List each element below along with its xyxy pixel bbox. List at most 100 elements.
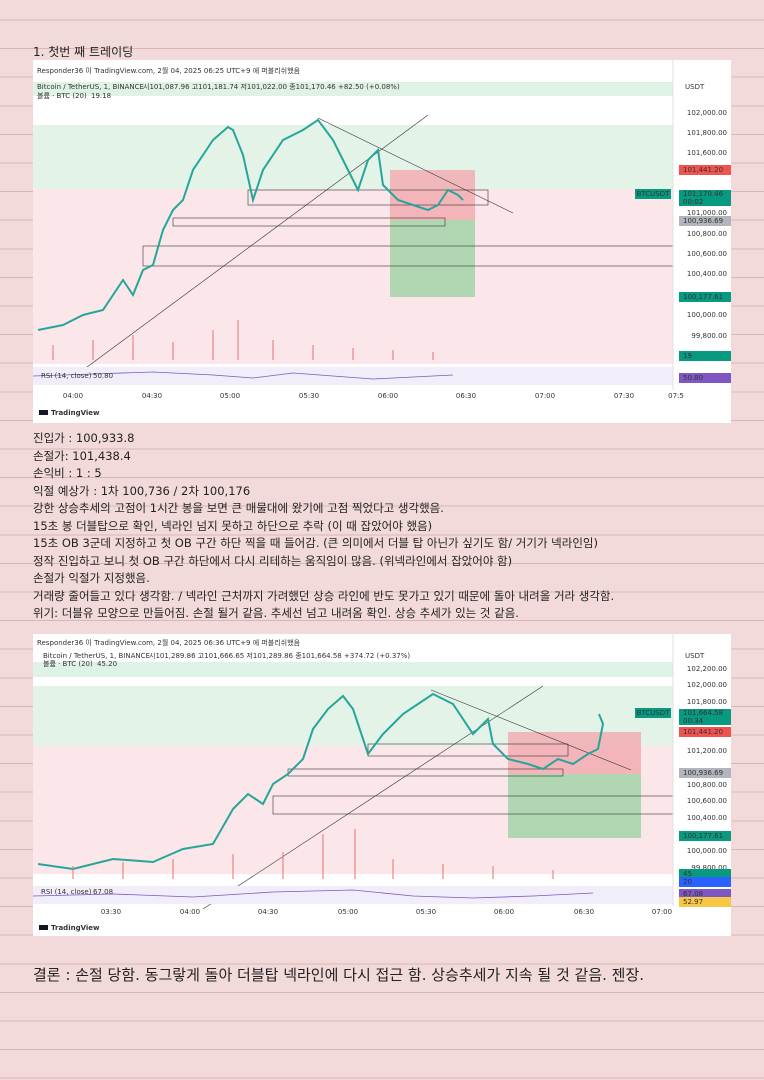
ob-box [172, 217, 446, 227]
price-tag-bg [679, 768, 731, 778]
price-tag: 52.97 [683, 898, 703, 906]
price-tag: 100,936.69 [683, 769, 723, 777]
price-label: 99,800.00 [691, 864, 727, 872]
time-label: 03:30 [101, 908, 121, 916]
note-line: 손절가 익절가 지정했음. [33, 571, 150, 585]
price-tag: 101,441.20 [683, 728, 723, 736]
note-line: 정작 진입하고 보니 첫 OB 구간 하단에서 다시 리테하는 움직임이 많음.… [33, 553, 513, 568]
rsi-line [33, 889, 594, 899]
attribution: Responder36 이 TradingView.com, 2월 04, 20… [37, 66, 301, 75]
price-tag-bg [679, 373, 731, 383]
price-tag-bg [679, 709, 731, 717]
price-label: 101,200.00 [687, 747, 727, 755]
volume-bars [52, 320, 434, 360]
price-tag: 100,177.61 [683, 832, 723, 840]
price-tag-bg [679, 889, 731, 899]
price-label: 101,000.00 [687, 209, 727, 217]
time-label: 05:30 [416, 908, 436, 916]
price-tag-bg [679, 727, 731, 737]
ob-box [287, 768, 564, 777]
price-tag-bg [679, 351, 731, 361]
price-label: 100,400.00 [687, 270, 727, 278]
trend-line [202, 685, 544, 910]
chart-image: Responder36 이 TradingView.com, 2월 04, 20… [33, 60, 731, 423]
notes: 진입가 : 100,933.8 손절가: 101,438.4 손익비 : 1 : 5… [33, 430, 614, 623]
price-tag: 67.08 [683, 890, 703, 898]
time-label: 07:5 [668, 392, 684, 400]
trend-line [430, 689, 632, 771]
time-label: 07:00 [535, 392, 555, 400]
currency: USDT [685, 83, 705, 91]
time-label: 04:30 [142, 392, 162, 400]
chart-image: Responder36 이 TradingView.com, 2월 04, 20… [33, 634, 731, 936]
price-tag-bg [679, 717, 731, 725]
title: 1. 첫번 째 트레이딩 [33, 45, 134, 59]
note-line: 강한 상승추세의 고점이 1시간 봉을 보면 큰 매물대에 왔기에 고점 찍었다… [33, 501, 444, 515]
time-axis: 03:30 04:00 04:30 05:00 05:30 06:00 06:30 07:00 [101, 908, 672, 916]
price-label: 100,600.00 [687, 797, 727, 805]
price-tag: 100,936.69 [683, 217, 723, 225]
time-label: 05:00 [338, 908, 358, 916]
price-path [37, 118, 464, 331]
volume-label: 볼륨 · BTC (20) [37, 91, 87, 100]
price-label: 102,000.00 [687, 681, 727, 689]
rsi-value: 67.08 [93, 888, 113, 896]
time-label: 04:00 [180, 908, 200, 916]
rsi-line [33, 371, 454, 380]
time-label: 07:00 [652, 908, 672, 916]
price-tag-bg [679, 216, 731, 226]
chart-svg: Responder36 이 TradingView.com, 2월 04, 20… [33, 60, 731, 417]
time-label: 04:30 [258, 908, 278, 916]
price-label: 100,000.00 [687, 847, 727, 855]
price-tag-bg [679, 897, 731, 907]
volume-label: 볼륨 · BTC (20) [43, 659, 93, 668]
price-tag-bg [679, 190, 731, 198]
brand-logo [39, 410, 48, 415]
price-tag: 100,177.61 [683, 293, 723, 301]
ohlc: 시101,087.96 고101,181.74 저101,022.00 종101… [143, 82, 400, 91]
price-label: 100,400.00 [687, 814, 727, 822]
time-label: 07:30 [614, 392, 634, 400]
note-line: 거래량 줄어들고 있다 생각함. / 넥라인 근처까지 가려했던 상승 라인에 … [33, 588, 615, 603]
rsi-value: 50.80 [93, 372, 113, 380]
price-tag: 45 [683, 870, 692, 878]
price-label: 101,800.00 [687, 698, 727, 706]
time-label: 06:00 [378, 392, 398, 400]
price-axis: 102,000.00 101,800.00 101,600.00 101,000.00… [687, 109, 727, 340]
rsi-label: RSI (14, close) [41, 372, 92, 380]
attribution: Responder36 이 TradingView.com, 2월 04, 20… [37, 638, 301, 647]
symbol-tag: BTCUSDT [637, 190, 671, 198]
price-label: 102,000.00 [687, 109, 727, 117]
stop-box [508, 732, 641, 774]
note-line: 위기: 더블유 모양으로 만들어짐. 손절 될거 같음. 추세선 넘고 내려옴 … [33, 606, 519, 620]
price-tag-bg [679, 831, 731, 841]
price-axis: 102,200.00 102,000.00 101,800.00 101,200.00… [687, 665, 727, 872]
price-tag: 00:34 [683, 717, 704, 725]
price-tag: 101,441.20 [683, 166, 723, 174]
rsi-pane [33, 367, 673, 385]
zone [33, 82, 673, 96]
volume-value: 19.18 [91, 92, 111, 100]
volume-value: 45.20 [97, 660, 117, 668]
symbol-tag-bg [635, 708, 671, 718]
brand: TradingView [51, 924, 100, 932]
brand: TradingView [51, 409, 100, 417]
trend-line [317, 117, 514, 214]
note-line: 15초 OB 3군데 지정하고 첫 OB 구간 하단 찍을 때 들어감. (큰 … [33, 536, 598, 550]
price-label: 102,200.00 [687, 665, 727, 673]
target-box [508, 774, 641, 838]
note-line: 손익비 : 1 : 5 [33, 466, 102, 480]
time-label: 04:00 [63, 392, 83, 400]
ob-box [367, 743, 569, 757]
price-tag: 101,170.46 [683, 190, 724, 198]
price-tag-bg [679, 869, 731, 879]
note-line: 익절 예상가 : 1차 100,736 / 2차 100,176 [33, 483, 251, 498]
time-label: 06:30 [574, 908, 594, 916]
price-tag-bg [679, 292, 731, 302]
target-box [390, 220, 475, 297]
time-label: 06:00 [494, 908, 514, 916]
note-line: 15초 봉 더블탑으로 확인, 넥라인 넘지 못하고 하단으로 추락 (이 때 … [33, 518, 433, 533]
